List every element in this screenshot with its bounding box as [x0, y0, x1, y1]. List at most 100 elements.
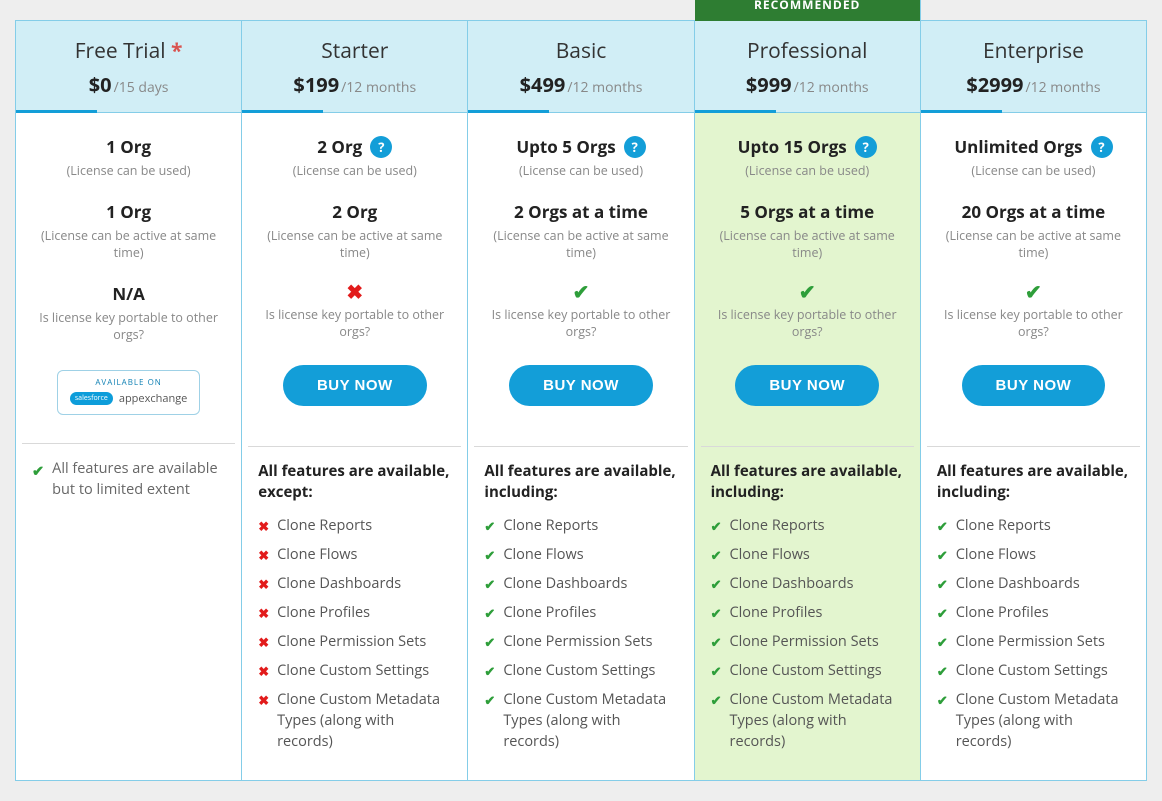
orgs-active-value: 2 Org: [332, 200, 377, 223]
orgs-active-value: 20 Orgs at a time: [962, 200, 1106, 223]
check-icon: ✔: [709, 282, 906, 302]
help-icon[interactable]: ?: [855, 136, 877, 158]
plan-body: Upto 15 Orgs?(License can be used)5 Orgs…: [695, 113, 920, 432]
plan-period: /12 months: [1026, 78, 1101, 97]
feature-label: Clone Custom Settings: [277, 660, 429, 681]
feature-item: ✖Clone Profiles: [258, 602, 451, 623]
plan-period: /12 months: [567, 78, 642, 97]
feature-label: Clone Flows: [956, 544, 1036, 565]
orgs-active-note: (License can be active at same time): [482, 227, 679, 262]
feature-label: Clone Custom Metadata Types (along with …: [956, 689, 1130, 752]
features-section: All features are available, including:✔C…: [921, 461, 1146, 780]
check-icon: ✔: [937, 633, 948, 652]
buy-now-button[interactable]: BUY NOW: [962, 365, 1106, 406]
feature-item: ✔Clone Permission Sets: [937, 631, 1130, 652]
feature-label: Clone Custom Metadata Types (along with …: [277, 689, 451, 752]
orgs-used-value: 1 Org: [106, 135, 151, 158]
divider: [701, 446, 914, 447]
buy-now-button[interactable]: BUY NOW: [283, 365, 427, 406]
metric-portable: ✔Is license key portable to other orgs?: [482, 282, 679, 341]
buy-now-button[interactable]: BUY NOW: [509, 365, 653, 406]
help-icon[interactable]: ?: [370, 136, 392, 158]
feature-label: Clone Permission Sets: [277, 631, 426, 652]
plan-body: Upto 5 Orgs?(License can be used)2 Orgs …: [468, 113, 693, 432]
salesforce-icon: salesforce: [70, 392, 113, 405]
plan-body: 2 Org? (License can be used) 2 Org (License…: [242, 113, 467, 432]
check-icon: ✔: [711, 575, 722, 594]
orgs-used-value: Unlimited Orgs: [954, 135, 1082, 158]
orgs-used-value: 2 Org: [317, 135, 362, 158]
plan-price-row: $999/12 months: [703, 71, 912, 98]
metric-portable: ✔Is license key portable to other orgs?: [935, 282, 1132, 341]
feature-label: Clone Dashboards: [503, 573, 627, 594]
feature-item: ✖Clone Reports: [258, 515, 451, 536]
feature-label: Clone Flows: [730, 544, 810, 565]
appexchange-badge[interactable]: AVAILABLE ON salesforce appexchange: [57, 370, 201, 415]
plan-header: Free Trial * $0/15 days: [16, 21, 241, 113]
recommended-banner: RECOMMENDED: [695, 0, 920, 21]
appexchange-top: AVAILABLE ON: [70, 377, 188, 388]
portable-question: Is license key portable to other orgs?: [30, 309, 227, 344]
orgs-active-note: (License can be active at same time): [709, 227, 906, 262]
feature-item: ✔Clone Custom Metadata Types (along with…: [711, 689, 904, 752]
metric-orgs-active: 5 Orgs at a time(License can be active a…: [709, 200, 906, 262]
check-icon: ✔: [937, 517, 948, 536]
check-icon: ✔: [711, 691, 722, 710]
divider: [927, 446, 1140, 447]
check-icon: ✔: [484, 662, 495, 681]
orgs-used-note: (License can be used): [482, 162, 679, 180]
plan-name: Professional: [703, 37, 912, 65]
required-asterisk: *: [171, 37, 182, 65]
plan-price: $199: [293, 71, 339, 98]
feature-item: ✔Clone Custom Metadata Types (along with…: [484, 689, 677, 752]
plan-price-row: $2999/12 months: [929, 71, 1138, 98]
check-icon: ✔: [711, 633, 722, 652]
plan-price: $0: [89, 71, 112, 98]
help-icon[interactable]: ?: [1091, 136, 1113, 158]
cross-icon: ✖: [256, 282, 453, 302]
orgs-active-note: (License can be active at same time): [935, 227, 1132, 262]
feature-item: ✖Clone Permission Sets: [258, 631, 451, 652]
feature-list: ✔Clone Reports✔Clone Flows✔Clone Dashboa…: [937, 515, 1130, 752]
check-icon: ✔: [484, 633, 495, 652]
check-icon: ✔: [711, 517, 722, 536]
feature-item: ✔Clone Flows: [937, 544, 1130, 565]
plan-period: /12 months: [794, 78, 869, 97]
plan-name: Basic: [476, 37, 685, 65]
feature-label: Clone Permission Sets: [730, 631, 879, 652]
feature-item: ✖Clone Flows: [258, 544, 451, 565]
orgs-used-note: (License can be used): [256, 162, 453, 180]
buy-now-button[interactable]: BUY NOW: [735, 365, 879, 406]
feature-item: ✔Clone Reports: [484, 515, 677, 536]
feature-item: ✔Clone Reports: [937, 515, 1130, 536]
check-icon: ✔: [484, 546, 495, 565]
orgs-used-value: Upto 5 Orgs: [516, 135, 615, 158]
plan-header: Starter$199/12 months: [242, 21, 467, 113]
check-icon: ✔: [711, 662, 722, 681]
cross-icon: ✖: [258, 662, 269, 681]
feature-label: Clone Profiles: [956, 602, 1049, 623]
divider: [22, 443, 235, 444]
appexchange-label: appexchange: [119, 391, 188, 406]
metric-orgs-used: Upto 5 Orgs? (License can be used): [482, 135, 679, 180]
plan-period: /15 days: [114, 78, 169, 97]
metric-orgs-used: Unlimited Orgs?(License can be used): [935, 135, 1132, 180]
features-heading: All features are available, including:: [937, 461, 1130, 503]
plan-starter: Starter$199/12 months 2 Org? (License can …: [242, 20, 468, 781]
check-icon: ✔: [484, 604, 495, 623]
check-icon: ✔: [484, 691, 495, 710]
plan-name: Free Trial *: [24, 37, 233, 65]
orgs-active-note: (License can be active at same time): [256, 227, 453, 262]
feature-label: Clone Reports: [730, 515, 825, 536]
orgs-used-note: (License can be used): [709, 162, 906, 180]
features-heading: All features are available, except:: [258, 461, 451, 503]
metric-orgs-used: 2 Org? (License can be used): [256, 135, 453, 180]
feature-list: ✖Clone Reports✖Clone Flows✖Clone Dashboa…: [258, 515, 451, 752]
plan-price-row: $199/12 months: [250, 71, 459, 98]
help-icon[interactable]: ?: [624, 136, 646, 158]
portable-question: Is license key portable to other orgs?: [256, 306, 453, 341]
plan-price-row: $499/12 months: [476, 71, 685, 98]
plan-price: $999: [746, 71, 792, 98]
feature-item: ✔ Clone Reports: [711, 515, 904, 536]
feature-item: ✔Clone Permission Sets: [484, 631, 677, 652]
